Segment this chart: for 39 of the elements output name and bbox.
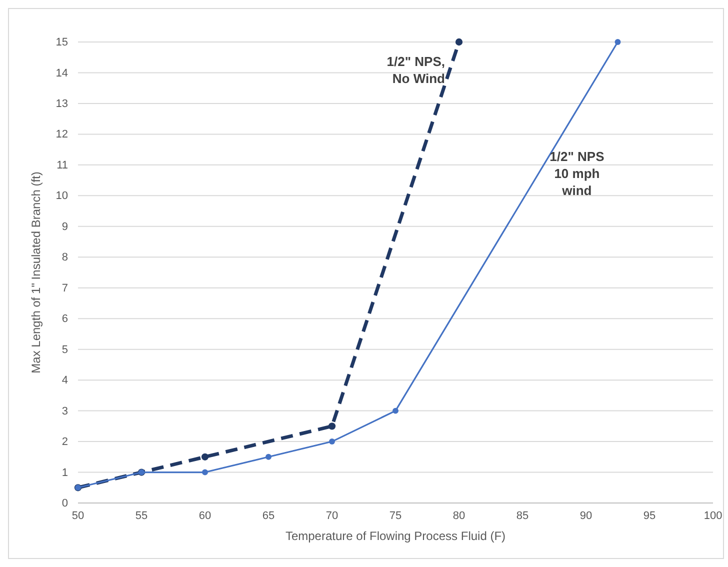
point (392, 408, 398, 414)
x-tick-label: 95 (643, 510, 656, 522)
point (329, 438, 335, 445)
point (202, 469, 208, 476)
y-tick-label: 11 (56, 159, 68, 172)
x-tick-label: 75 (389, 510, 402, 522)
x-tick-label: 60 (198, 510, 212, 522)
point (201, 453, 209, 460)
y-tick-label: 7 (62, 282, 68, 294)
y-tick-label: 14 (56, 67, 68, 80)
x-tick-label: 100 (704, 510, 722, 522)
annotation: 1/2" NPS, No Wind (386, 54, 446, 86)
y-tick-label: 10 (56, 190, 68, 202)
y-tick-label: 3 (62, 405, 68, 418)
point (614, 39, 621, 45)
x-tick-label: 55 (135, 510, 148, 522)
y-tick-label: 8 (62, 252, 68, 264)
x-tick-label: 90 (580, 510, 592, 522)
y-tick-label: 9 (62, 220, 68, 233)
point (455, 38, 463, 46)
y-tick-label: 15 (56, 36, 68, 49)
y-tick-label: 6 (62, 313, 68, 326)
x-tick-label: 70 (326, 510, 338, 522)
point (266, 454, 272, 460)
x-tick-label: 85 (516, 510, 529, 522)
y-tick-label: 5 (62, 344, 68, 356)
x-tick-label: 65 (262, 510, 275, 522)
y-tick-label: 4 (62, 374, 68, 387)
annotation: 1/2" NPS 10 mph wind (550, 148, 605, 198)
y-tick-label: 12 (56, 128, 68, 141)
point (328, 422, 336, 430)
x-tick-label: 50 (72, 510, 84, 522)
y-tick-label: 13 (56, 98, 68, 110)
y-axis-title: Max Length of 1" Insulated Branch (ft) (29, 172, 43, 374)
y-tick-label: 1 (62, 466, 68, 479)
x-axis-title: Temperature of Flowing Process Fluid (F) (285, 529, 506, 543)
x-tick-label: 80 (452, 510, 466, 522)
y-tick-label: 0 (62, 498, 68, 510)
y-tick-label: 2 (62, 436, 68, 448)
